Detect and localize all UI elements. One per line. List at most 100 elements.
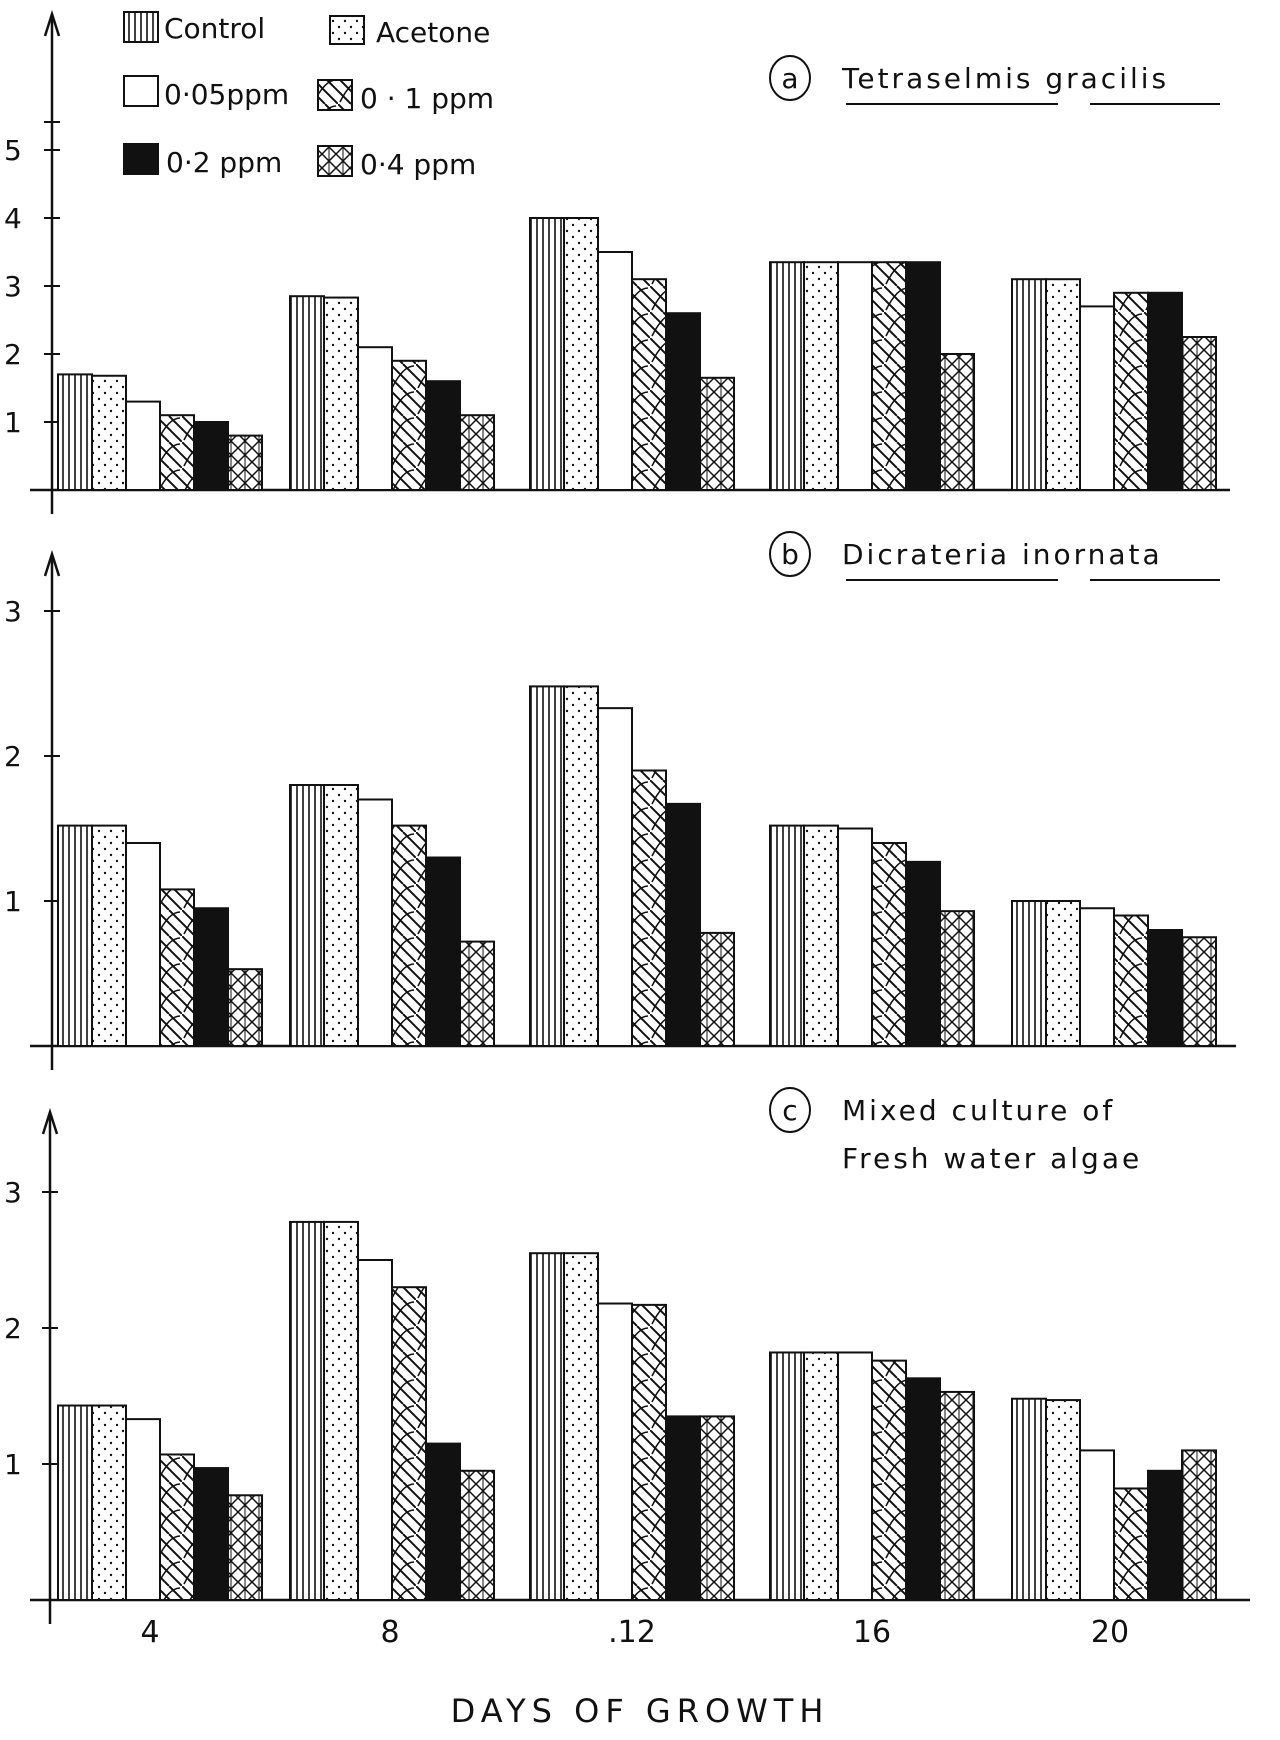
- bar-c-day20-0-05ppm: [1079, 1449, 1115, 1602]
- bar-b-day16-0-05ppm: [837, 827, 873, 1047]
- panel-letter-circle-a: [769, 55, 811, 101]
- legend-item-0-1ppm: 0 · 1 ppm: [317, 79, 494, 115]
- bar-c-day8-0-4-ppm: [459, 1469, 495, 1602]
- y-tick-label-c-2: 2: [4, 1312, 22, 1345]
- legend-swatch-0-1ppm: [317, 79, 353, 111]
- bar-a-day16-0-1-ppm: [871, 261, 907, 492]
- legend-item-acetone: Acetone: [329, 15, 490, 49]
- bar-a-day4-0-1-ppm: [159, 414, 195, 492]
- y-tick-label-c-1: 1: [4, 1448, 22, 1481]
- bar-c-day4-0-2-ppm: [193, 1467, 229, 1601]
- bar-c-day12-0-1-ppm: [631, 1303, 667, 1601]
- bar-c-day8-0-1-ppm: [391, 1286, 427, 1601]
- bar-b-day8-0-4-ppm: [459, 940, 495, 1047]
- y-tick-label-b-3: 3: [4, 595, 22, 628]
- y-tick-label-a-2: 2: [4, 338, 22, 371]
- y-tick-label-a-4: 4: [4, 202, 22, 235]
- bar-a-day16-0-2-ppm: [905, 261, 941, 492]
- legend-swatch-0-05ppm: [123, 75, 159, 107]
- bar-b-day4-0-05ppm: [125, 842, 161, 1047]
- bar-c-day20-0-4-ppm: [1181, 1449, 1217, 1602]
- bar-b-day16-control: [769, 824, 805, 1047]
- legend-swatch-acetone: [329, 15, 365, 45]
- panel-letter-c: c: [782, 1094, 797, 1127]
- bar-c-day16-0-2-ppm: [905, 1377, 941, 1601]
- panel-title-c-line2: Fresh water algae: [842, 1142, 1142, 1175]
- legend-swatch-control: [123, 11, 159, 43]
- bar-b-day4-acetone: [91, 824, 127, 1047]
- bar-c-day4-0-4-ppm: [227, 1494, 263, 1602]
- bar-b-day4-0-4-ppm: [227, 968, 263, 1048]
- bar-b-day20-control: [1011, 900, 1047, 1047]
- legend-label-acetone: Acetone: [376, 16, 490, 49]
- bar-c-day8-0-05ppm: [357, 1259, 393, 1601]
- bar-b-day20-0-05ppm: [1079, 907, 1115, 1047]
- bar-a-day8-0-05ppm: [357, 346, 393, 492]
- bar-c-day4-0-1-ppm: [159, 1453, 195, 1601]
- bar-b-day12-0-2-ppm: [665, 802, 701, 1047]
- bar-a-day4-acetone: [91, 374, 127, 492]
- y-axis-arrow-a: [43, 9, 61, 37]
- bar-c-day8-acetone: [323, 1220, 359, 1602]
- bar-b-day8-0-2-ppm: [425, 856, 461, 1047]
- bar-a-day12-0-1-ppm: [631, 278, 667, 492]
- bar-b-day12-0-4-ppm: [699, 931, 735, 1048]
- legend-label-control: Control: [164, 12, 265, 45]
- bar-c-day12-0-2-ppm: [665, 1415, 701, 1602]
- bar-b-day12-0-05ppm: [597, 707, 633, 1048]
- bar-a-day12-0-2-ppm: [665, 312, 701, 492]
- bar-c-day4-control: [57, 1404, 93, 1602]
- bar-c-day12-acetone: [563, 1252, 599, 1601]
- bar-a-day4-0-2-ppm: [193, 421, 229, 491]
- bar-c-day20-0-1-ppm: [1113, 1487, 1149, 1601]
- y-tick-label-c-3: 3: [4, 1176, 22, 1209]
- bar-b-day20-0-4-ppm: [1181, 936, 1217, 1047]
- y-tick-label-b-2: 2: [4, 740, 22, 773]
- panel-b: 1 2 3 b Dicrateria inornata: [4, 531, 1236, 1070]
- bar-c-day12-0-4-ppm: [699, 1415, 735, 1602]
- bar-a-day12-0-05ppm: [597, 251, 633, 491]
- legend-item-0-4ppm: 0·4 ppm: [317, 145, 476, 181]
- bar-a-day20-0-2-ppm: [1147, 291, 1183, 491]
- bar-a-day16-control: [769, 261, 805, 492]
- bar-a-day16-acetone: [803, 261, 839, 492]
- legend-item-0-2ppm: 0·2 ppm: [123, 143, 282, 179]
- bar-a-day20-0-1-ppm: [1113, 291, 1149, 491]
- legend-swatch-0-2ppm: [123, 143, 159, 175]
- legend-label-0-2ppm: 0·2 ppm: [166, 146, 282, 179]
- legend-label-0-1ppm: 0 · 1 ppm: [360, 82, 494, 115]
- bar-b-day12-acetone: [563, 685, 599, 1048]
- bar-a-day4-0-05ppm: [125, 400, 161, 492]
- bar-b-day8-0-05ppm: [357, 798, 393, 1047]
- y-tick-label-b-1: 1: [4, 885, 22, 918]
- bar-a-day4-control: [57, 373, 93, 491]
- x-category-labels: 4 8 .12 16 20: [140, 1615, 1129, 1650]
- x-category-label-16: 16: [853, 1615, 891, 1650]
- bar-c-day12-control: [529, 1252, 565, 1601]
- bar-b-day20-acetone: [1045, 900, 1081, 1047]
- panel-letter-circle-b: [769, 531, 811, 577]
- bar-b-day4-0-2-ppm: [193, 907, 229, 1047]
- legend-label-0-05ppm: 0·05ppm: [164, 78, 289, 111]
- bar-b-day8-acetone: [323, 784, 359, 1047]
- bar-c-day16-0-05ppm: [837, 1351, 873, 1601]
- bar-b-day8-0-1-ppm: [391, 824, 427, 1047]
- bar-a-day12-control: [529, 217, 565, 491]
- y-axis-arrow-c: [41, 1107, 59, 1135]
- bar-a-day20-0-05ppm: [1079, 305, 1115, 491]
- bar-a-day8-0-1-ppm: [391, 359, 427, 491]
- x-axis-label: DAYS OF GROWTH: [451, 1692, 830, 1730]
- x-category-label-8: 8: [380, 1615, 399, 1650]
- panel-c: 1 2 3 c Mixed culture of Fresh water algae: [4, 1087, 1250, 1624]
- bar-c-day16-0-1-ppm: [871, 1359, 907, 1602]
- y-tick-label-a-5: 5: [4, 134, 22, 167]
- bar-c-day8-control: [289, 1220, 325, 1602]
- bar-a-day20-0-4-ppm: [1181, 336, 1217, 491]
- bar-a-day20-control: [1011, 278, 1047, 492]
- bar-a-day12-acetone: [563, 217, 599, 491]
- panel-letter-b: b: [781, 538, 799, 571]
- bar-b-day8-control: [289, 784, 325, 1047]
- bar-c-day16-control: [769, 1351, 805, 1601]
- bar-b-day4-control: [57, 824, 93, 1047]
